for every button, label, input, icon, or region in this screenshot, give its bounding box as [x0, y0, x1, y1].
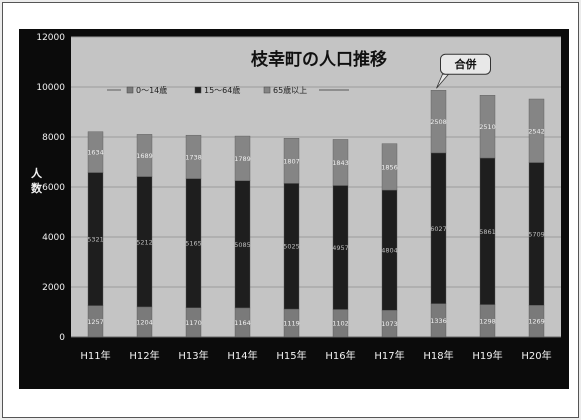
data-label: 1119	[283, 320, 300, 328]
x-tick-label: H16年	[325, 349, 355, 362]
data-label: 1204	[136, 318, 153, 326]
data-label: 1257	[87, 318, 104, 326]
bar-segment-65-plus	[381, 143, 398, 191]
y-tick-label: 10000	[36, 83, 65, 93]
x-tick-label: H17年	[374, 349, 404, 362]
bar-segment-65-plus	[283, 138, 300, 184]
y-tick-label: 8000	[42, 133, 65, 143]
data-label: 5165	[185, 240, 202, 248]
bar-segment-65-plus	[430, 90, 447, 154]
legend-swatch	[263, 86, 271, 94]
bar-segment-65-plus	[87, 131, 104, 173]
data-label: 1807	[283, 157, 300, 165]
chart-title: 枝幸町の人口推移	[251, 49, 387, 70]
x-axis: H11年 H12年 H13年 H14年 H15年 H16年 H17年 H18年 H19年 H20年	[80, 349, 551, 362]
legend-entry: 15～64歳	[204, 85, 240, 95]
x-tick-label: H12年	[129, 349, 159, 362]
data-label: 1164	[234, 319, 251, 327]
data-label: 1634	[87, 149, 104, 157]
data-label: 1269	[528, 318, 545, 326]
data-label: 1336	[430, 317, 447, 325]
data-label: 1073	[381, 320, 398, 328]
chart-panel: 0 2000 4000 6000 8000 10000 12000 1257 5321 1634…	[19, 29, 569, 389]
data-label: 4804	[381, 247, 398, 255]
y-axis-label-char: 数	[31, 181, 43, 195]
data-label: 5085	[234, 241, 251, 249]
x-tick-label: H13年	[178, 349, 208, 362]
data-label: 1843	[332, 159, 349, 167]
y-axis-label: 人数	[31, 166, 43, 195]
legend: 0～14歳 15～64歳 65歳以上	[107, 85, 349, 95]
data-label: 5861	[479, 228, 496, 236]
data-label: 5321	[87, 236, 104, 244]
data-label: 4957	[332, 244, 349, 252]
data-label: 1689	[136, 152, 153, 160]
data-label: 1738	[185, 153, 202, 161]
legend-entry: 0～14歳	[136, 85, 167, 95]
legend-swatch	[194, 86, 202, 94]
population-chart: 0 2000 4000 6000 8000 10000 12000 1257 5321 1634…	[31, 33, 561, 362]
x-tick-label: H14年	[227, 349, 257, 362]
bar-segment-65-plus	[185, 134, 202, 179]
x-tick-label: H15年	[276, 349, 306, 362]
bar-segment-65-plus	[528, 98, 545, 163]
data-label: 5212	[136, 238, 153, 246]
x-tick-label: H19年	[472, 349, 502, 362]
data-label: 1789	[234, 155, 251, 163]
data-label: 2542	[528, 127, 545, 135]
bars: 1257 5321 1634 1204 5212 1689 1170 5165 1738 1164…	[87, 90, 545, 338]
x-tick-label: H18年	[423, 349, 453, 362]
y-tick-label: 2000	[42, 283, 65, 293]
legend-swatch	[126, 86, 134, 94]
y-tick-label: 0	[59, 333, 65, 343]
data-label: 1298	[479, 317, 496, 325]
y-axis: 0 2000 4000 6000 8000 10000 12000	[36, 33, 65, 343]
bar-segment-65-plus	[479, 95, 496, 159]
data-label: 5025	[283, 243, 300, 251]
merger-callout: 合併	[436, 53, 491, 89]
y-tick-label: 6000	[42, 183, 65, 193]
grid-lines	[71, 36, 561, 338]
x-tick-label: H11年	[80, 349, 110, 362]
data-label: 1102	[332, 320, 349, 328]
bar-segment-65-plus	[136, 134, 153, 177]
data-label: 1170	[185, 319, 202, 327]
y-tick-label: 4000	[42, 233, 65, 243]
bar-segment-65-plus	[234, 135, 251, 181]
bar-segment-65-plus	[332, 139, 349, 186]
callout-text: 合併	[455, 57, 477, 71]
data-label: 2510	[479, 123, 496, 131]
legend-entry: 65歳以上	[273, 85, 307, 95]
data-label: 2508	[430, 118, 447, 126]
x-tick-label: H20年	[521, 349, 551, 362]
data-label: 6027	[430, 225, 447, 233]
callout-box	[440, 53, 491, 75]
data-label: 5709	[528, 230, 545, 238]
y-tick-label: 12000	[36, 33, 65, 43]
y-axis-label-char: 人	[31, 166, 43, 180]
data-label: 1856	[381, 163, 398, 171]
